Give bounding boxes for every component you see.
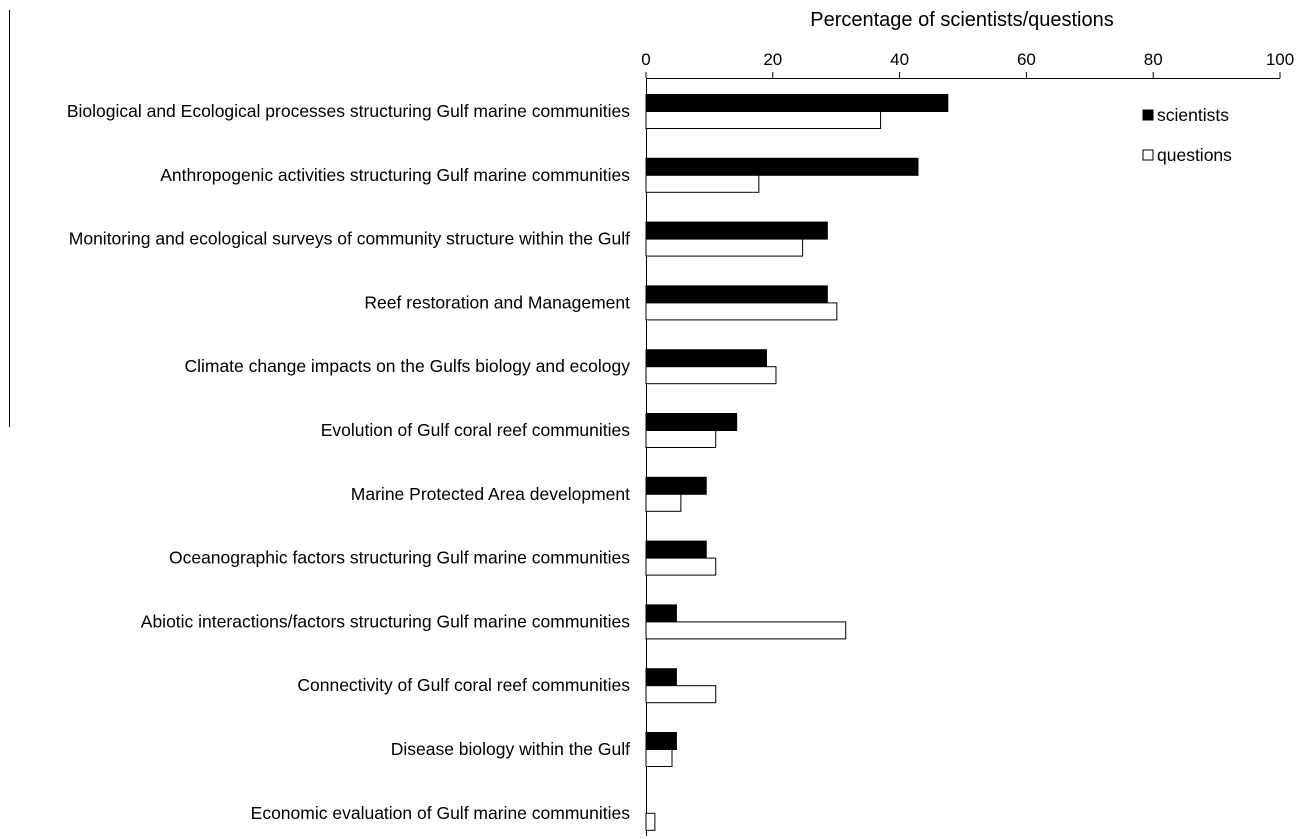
legend-swatch-questions xyxy=(1142,149,1154,161)
x-tick-label: 60 xyxy=(1017,50,1036,69)
bar-questions xyxy=(645,621,847,640)
legend-label-scientists: scientists xyxy=(1157,105,1229,125)
bar-scientists xyxy=(645,94,949,112)
category-labels: Biological and Ecological processes stru… xyxy=(67,101,630,823)
bar-questions xyxy=(645,685,717,704)
bar-questions xyxy=(645,302,838,321)
category-label: Oceanographic factors structuring Gulf m… xyxy=(169,548,630,568)
x-axis: 0 20 40 60 80 100 xyxy=(641,50,1294,836)
category-label: Climate change impacts on the Gulfs biol… xyxy=(184,356,630,376)
bar-scientists xyxy=(645,157,919,176)
category-label: Abiotic interactions/factors structuring… xyxy=(141,611,630,631)
category-label: Anthropogenic activities structuring Gul… xyxy=(160,165,630,185)
bar-questions xyxy=(645,430,717,448)
bar-scientists xyxy=(645,413,738,431)
category-label: Disease biology within the Gulf xyxy=(391,739,630,759)
category-label: Connectivity of Gulf coral reef communit… xyxy=(297,675,630,695)
x-tick-label: 100 xyxy=(1266,50,1294,69)
bar-scientists xyxy=(645,540,707,559)
bar-questions xyxy=(645,174,760,193)
bar-scientists xyxy=(645,285,828,304)
bar-questions xyxy=(645,749,673,767)
category-label: Economic evaluation of Gulf marine commu… xyxy=(251,803,631,823)
x-tick-label: 0 xyxy=(641,50,650,69)
bar-questions xyxy=(645,812,656,831)
bars xyxy=(645,94,949,831)
legend: scientists questions xyxy=(1142,105,1232,165)
category-label: Biological and Ecological processes stru… xyxy=(67,101,630,121)
category-label: Evolution of Gulf coral reef communities xyxy=(321,420,631,440)
x-axis-title: Percentage of scientists/questions xyxy=(810,9,1114,31)
bar-questions xyxy=(645,366,777,385)
legend-label-questions: questions xyxy=(1157,145,1232,165)
bar-scientists xyxy=(645,349,767,368)
x-tick-label: 80 xyxy=(1144,50,1163,69)
bar-questions xyxy=(645,238,804,257)
bar-questions xyxy=(645,557,717,576)
legend-swatch-scientists xyxy=(1142,109,1154,121)
bar-scientists xyxy=(645,221,828,240)
bar-questions xyxy=(645,493,682,512)
x-tick-label: 20 xyxy=(763,50,782,69)
bar-scientists xyxy=(645,604,677,623)
bar-scientists xyxy=(645,476,707,495)
category-label: Reef restoration and Management xyxy=(364,292,630,312)
category-label: Monitoring and ecological surveys of com… xyxy=(69,229,630,249)
bar-questions xyxy=(645,111,882,129)
bar-scientists xyxy=(645,668,677,687)
x-tick-label: 40 xyxy=(890,50,909,69)
category-label: Marine Protected Area development xyxy=(351,484,630,504)
bar-scientists xyxy=(645,732,677,750)
